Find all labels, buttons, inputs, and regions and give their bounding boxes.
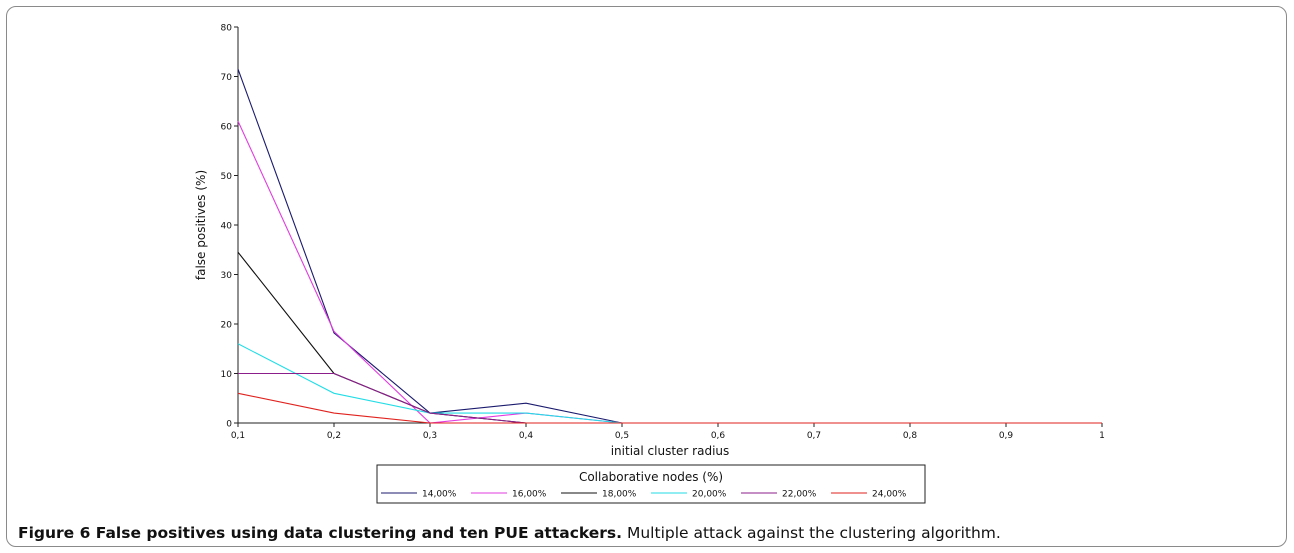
figure-caption: Figure 6 False positives using data clus…	[18, 524, 1278, 542]
y-tick-label: 0	[226, 420, 232, 430]
y-tick-label: 20	[221, 321, 233, 331]
caption-label: Figure 6 False positives using data clus…	[18, 524, 623, 542]
axes: 0 10 20 30 40 50 60 70 80 0,1 0,2 0,3 0,4 0,5 0,6 0,7 0,…	[221, 24, 1105, 442]
x-tick-label: 0,4	[519, 431, 534, 441]
y-tick-label: 40	[221, 222, 233, 232]
y-tick-label: 70	[221, 73, 233, 83]
x-tick-label: 0,5	[615, 431, 629, 441]
x-tick-label: 0,8	[903, 431, 918, 441]
x-tick-label: 0,9	[999, 431, 1014, 441]
x-tick-label: 0,3	[423, 431, 437, 441]
x-axis-label: initial cluster radius	[611, 444, 730, 458]
chart: 0 10 20 30 40 50 60 70 80 0,1 0,2 0,3 0,4 0,5 0,6 0,7 0,…	[194, 24, 1105, 504]
legend: Collaborative nodes (%) 14,00% 16,00% 18,0…	[376, 464, 926, 504]
series-line	[237, 251, 1102, 424]
y-tick-label: 30	[221, 271, 233, 281]
legend-entry: 16,00%	[512, 490, 547, 500]
y-axis-label: false positives (%)	[194, 170, 208, 280]
y-tick-label: 60	[221, 123, 233, 133]
legend-title: Collaborative nodes (%)	[579, 470, 723, 484]
series-line	[237, 392, 1102, 424]
legend-entry: 22,00%	[782, 490, 817, 500]
series-lines	[237, 68, 1102, 424]
series-line	[238, 372, 1102, 424]
x-tick-label: 0,6	[711, 431, 726, 441]
x-tick-label: 0,2	[327, 431, 341, 441]
y-tick-label: 80	[221, 24, 233, 34]
x-tick-label: 1	[1099, 431, 1105, 441]
legend-entry: 14,00%	[422, 490, 457, 500]
y-tick-label: 50	[221, 172, 233, 182]
series-line	[237, 120, 1102, 424]
figure-frame	[6, 6, 1287, 547]
legend-entry: 18,00%	[602, 490, 637, 500]
x-tick-label: 0,7	[807, 431, 821, 441]
series-line	[237, 343, 1102, 424]
legend-entry: 24,00%	[872, 490, 907, 500]
legend-box	[376, 464, 926, 504]
legend-entry: 20,00%	[692, 490, 727, 500]
y-tick-label: 10	[221, 370, 233, 380]
x-tick-label: 0,1	[231, 431, 245, 441]
series-line	[237, 68, 1102, 424]
caption-text: Multiple attack against the clustering a…	[626, 524, 1001, 542]
